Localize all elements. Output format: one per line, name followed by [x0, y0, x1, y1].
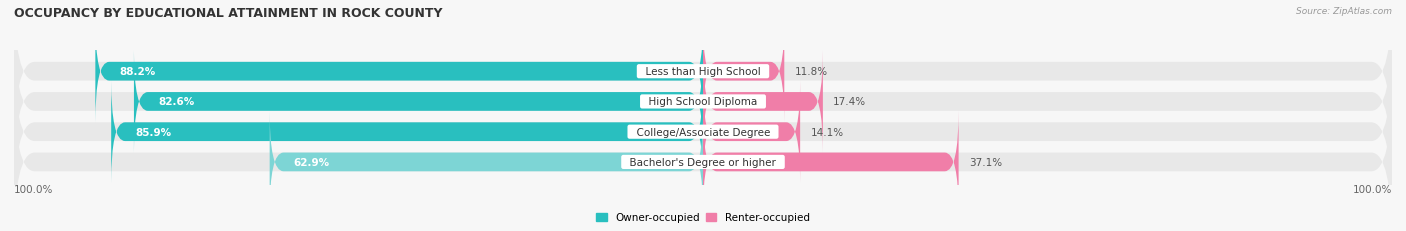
- Text: Source: ZipAtlas.com: Source: ZipAtlas.com: [1296, 7, 1392, 16]
- Text: High School Diploma: High School Diploma: [643, 97, 763, 107]
- Text: 82.6%: 82.6%: [157, 97, 194, 107]
- FancyBboxPatch shape: [14, 21, 1392, 183]
- FancyBboxPatch shape: [14, 0, 1392, 153]
- Text: 17.4%: 17.4%: [834, 97, 866, 107]
- Text: 37.1%: 37.1%: [969, 157, 1002, 167]
- Text: College/Associate Degree: College/Associate Degree: [630, 127, 776, 137]
- Text: Less than High School: Less than High School: [638, 67, 768, 77]
- Legend: Owner-occupied, Renter-occupied: Owner-occupied, Renter-occupied: [592, 208, 814, 227]
- FancyBboxPatch shape: [703, 81, 800, 183]
- Text: 100.0%: 100.0%: [1353, 184, 1392, 194]
- Text: 100.0%: 100.0%: [14, 184, 53, 194]
- FancyBboxPatch shape: [111, 81, 703, 183]
- Text: 62.9%: 62.9%: [294, 157, 330, 167]
- FancyBboxPatch shape: [703, 111, 959, 213]
- FancyBboxPatch shape: [703, 51, 823, 153]
- Text: Bachelor's Degree or higher: Bachelor's Degree or higher: [623, 157, 783, 167]
- Text: OCCUPANCY BY EDUCATIONAL ATTAINMENT IN ROCK COUNTY: OCCUPANCY BY EDUCATIONAL ATTAINMENT IN R…: [14, 7, 443, 20]
- FancyBboxPatch shape: [14, 51, 1392, 213]
- FancyBboxPatch shape: [14, 81, 1392, 231]
- FancyBboxPatch shape: [134, 51, 703, 153]
- Text: 88.2%: 88.2%: [120, 67, 156, 77]
- FancyBboxPatch shape: [96, 21, 703, 123]
- Text: 14.1%: 14.1%: [810, 127, 844, 137]
- FancyBboxPatch shape: [270, 111, 703, 213]
- FancyBboxPatch shape: [703, 21, 785, 123]
- Text: 11.8%: 11.8%: [794, 67, 828, 77]
- Text: 85.9%: 85.9%: [135, 127, 172, 137]
